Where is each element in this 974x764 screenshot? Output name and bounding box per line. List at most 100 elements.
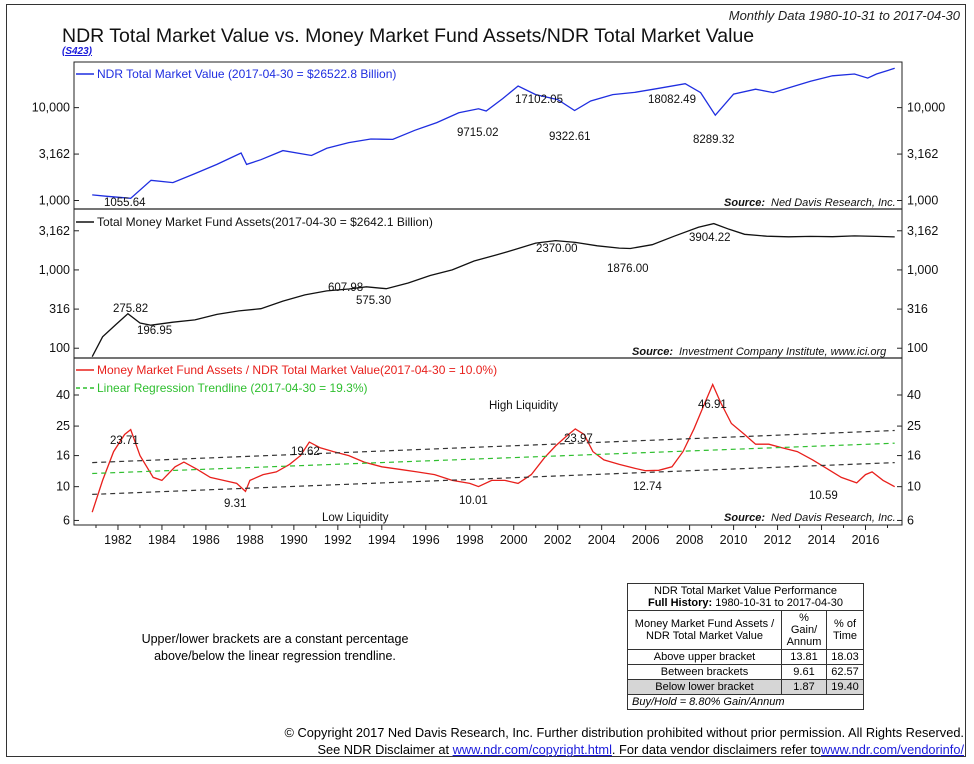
table-header-ratio: Money Market Fund Assets / NDR Total Mar…	[627, 610, 782, 650]
x-tick-label: 1996	[412, 533, 440, 547]
series-line-2-2	[92, 429, 895, 464]
y-tick-label-left: 100	[49, 341, 70, 355]
x-tick-label: 1992	[324, 533, 352, 547]
y-tick-label-left: 1,000	[39, 263, 70, 277]
x-tick-label: 1982	[104, 533, 132, 547]
y-tick-label-left: 6	[63, 513, 70, 527]
data-label: 9715.02	[457, 127, 499, 139]
x-tick-label: 2010	[720, 533, 748, 547]
y-tick-label-left: 10	[56, 480, 70, 494]
series-line-1-0	[91, 222, 895, 358]
y-tick-label-right: 100	[907, 341, 928, 355]
table-header-gain: % Gain/ Annum	[781, 610, 827, 650]
data-label: 2370.00	[536, 243, 578, 255]
y-tick-label-right: 25	[907, 419, 921, 433]
y-tick-label-right: 1,000	[907, 194, 938, 208]
x-tick-label: 1986	[192, 533, 220, 547]
y-tick-label-right: 10	[907, 480, 921, 494]
y-tick-label-right: 3,162	[907, 147, 938, 161]
source-label-top: Source:	[724, 197, 765, 209]
data-label: 275.82	[113, 303, 148, 315]
low-liquidity-label: Low Liquidity	[322, 512, 389, 524]
source-top: Ned Davis Research, Inc.	[771, 197, 896, 209]
y-tick-label-left: 3,162	[39, 147, 70, 161]
x-tick-label: 2014	[808, 533, 836, 547]
x-tick-label: 2008	[676, 533, 704, 547]
y-tick-label-left: 10,000	[32, 101, 70, 115]
vendor-link[interactable]: www.ndr.com/vendorinfo/	[821, 742, 964, 757]
y-tick-label-right: 3,162	[907, 224, 938, 238]
bracket-note: Upper/lower brackets are a constant perc…	[141, 632, 409, 663]
y-tick-label-right: 6	[907, 513, 914, 527]
legend-trendline: Linear Regression Trendline (2017-04-30 …	[97, 381, 368, 395]
data-label: 1876.00	[607, 263, 649, 275]
chart-title: NDR Total Market Value vs. Money Market …	[62, 25, 755, 47]
x-tick-label: 1998	[456, 533, 484, 547]
table-title: NDR Total Market Value Performance Full …	[627, 583, 864, 611]
copyright-link[interactable]: www.ndr.com/copyright.html	[452, 742, 612, 757]
data-label: 1055.64	[104, 197, 146, 209]
x-tick-label: 1988	[236, 533, 264, 547]
x-tick-label: 2004	[588, 533, 616, 547]
data-label: 575.30	[356, 295, 391, 307]
y-tick-label-left: 16	[56, 449, 70, 463]
x-tick-label: 1984	[148, 533, 176, 547]
data-label: 12.74	[633, 481, 662, 493]
chart-code-link[interactable]: (S423)	[62, 46, 93, 57]
legend-ratio: Money Market Fund Assets / NDR Total Mar…	[97, 363, 497, 377]
y-tick-label-right: 1,000	[907, 263, 938, 277]
series-line-2-0	[91, 382, 896, 513]
data-label: 9322.61	[549, 131, 591, 143]
copyright-notice: © Copyright 2017 Ned Davis Research, Inc…	[284, 725, 964, 740]
x-tick-label: 1994	[368, 533, 396, 547]
data-label: 10.01	[459, 495, 488, 507]
source-label-bottom: Source:	[724, 512, 765, 524]
legend-market-value: NDR Total Market Value (2017-04-30 = $26…	[97, 67, 396, 81]
x-tick-label: 2002	[544, 533, 572, 547]
data-label: 10.59	[809, 490, 838, 502]
data-label: 8289.32	[693, 134, 735, 146]
table-row: Between brackets 9.61 62.57	[627, 664, 864, 680]
high-liquidity-label: High Liquidity	[489, 400, 558, 412]
data-label: 23.97	[564, 433, 593, 445]
y-tick-label-right: 16	[907, 449, 921, 463]
table-row: Below lower bracket 1.87 19.40	[627, 679, 864, 695]
y-tick-label-left: 1,000	[39, 194, 70, 208]
data-label: 19.62	[291, 446, 320, 458]
table-row: Above upper bracket 13.81 18.03	[627, 649, 864, 665]
x-tick-label: 2000	[500, 533, 528, 547]
y-tick-label-left: 40	[56, 388, 70, 402]
series-line-0-0	[92, 67, 895, 199]
data-label: 3904.22	[689, 232, 731, 244]
data-label: 18082.49	[648, 94, 696, 106]
data-label: 46.91	[698, 399, 727, 411]
table-header-time: % of Time	[826, 610, 864, 650]
plot-frame	[73, 61, 903, 526]
data-label: 607.98	[328, 282, 363, 294]
x-tick-label: 2012	[764, 533, 792, 547]
y-tick-label-right: 10,000	[907, 101, 945, 115]
source-middle: Investment Company Institute, www.ici.or…	[679, 346, 887, 358]
performance-table: NDR Total Market Value Performance Full …	[627, 583, 864, 710]
data-label: 196.95	[137, 325, 172, 337]
date-range-label: Monthly Data 1980-10-31 to 2017-04-30	[728, 8, 960, 23]
y-tick-label-left: 3,162	[39, 224, 70, 238]
data-label: 9.31	[224, 498, 246, 510]
series-line-2-3	[92, 462, 895, 495]
series-line-2-1	[92, 442, 895, 475]
y-tick-label-left: 316	[49, 302, 70, 316]
source-label-middle: Source:	[632, 346, 673, 358]
x-tick-label: 2016	[852, 533, 880, 547]
y-tick-label-left: 25	[56, 419, 70, 433]
disclaimer-line: See NDR Disclaimer at www.ndr.com/copyri…	[317, 742, 964, 757]
source-bottom: Ned Davis Research, Inc.	[771, 512, 896, 524]
y-tick-label-right: 316	[907, 302, 928, 316]
x-tick-label: 1990	[280, 533, 308, 547]
x-tick-label: 2006	[632, 533, 660, 547]
buy-hold-note: Buy/Hold = 8.80% Gain/Annum	[627, 694, 864, 710]
data-label: 17102.05	[515, 94, 563, 106]
legend-mmf-assets: Total Money Market Fund Assets(2017-04-3…	[97, 215, 433, 229]
y-tick-label-right: 40	[907, 388, 921, 402]
chart-frame	[6, 4, 966, 757]
